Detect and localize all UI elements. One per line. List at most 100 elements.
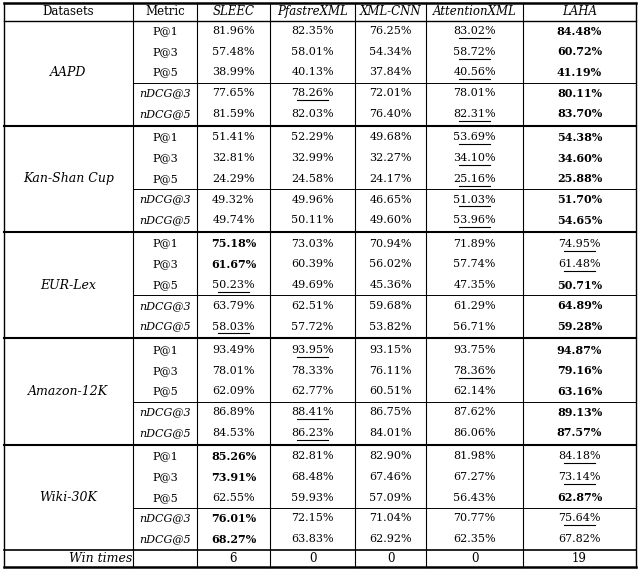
Text: 83.02%: 83.02% [453, 26, 496, 36]
Text: 81.96%: 81.96% [212, 26, 255, 36]
Text: 53.69%: 53.69% [453, 132, 496, 142]
Text: 0: 0 [308, 552, 316, 565]
Text: 71.04%: 71.04% [369, 514, 412, 524]
Text: 57.74%: 57.74% [453, 259, 496, 269]
Text: P@3: P@3 [152, 472, 178, 482]
Text: 25.16%: 25.16% [453, 174, 496, 184]
Text: 76.25%: 76.25% [369, 26, 412, 36]
Text: 54.38%: 54.38% [557, 132, 602, 143]
Text: 72.15%: 72.15% [291, 514, 333, 524]
Text: P@5: P@5 [152, 387, 178, 396]
Text: 58.01%: 58.01% [291, 47, 334, 57]
Text: 89.13%: 89.13% [557, 407, 602, 417]
Text: 76.11%: 76.11% [369, 366, 412, 375]
Text: P@1: P@1 [152, 451, 178, 461]
Text: 52.29%: 52.29% [291, 132, 334, 142]
Text: 67.27%: 67.27% [453, 472, 496, 482]
Text: 32.81%: 32.81% [212, 153, 255, 163]
Text: 54.65%: 54.65% [557, 215, 602, 226]
Text: 32.27%: 32.27% [369, 153, 412, 163]
Text: 63.83%: 63.83% [291, 534, 334, 544]
Text: 50.23%: 50.23% [212, 280, 255, 290]
Text: 57.09%: 57.09% [369, 493, 412, 503]
Text: 78.01%: 78.01% [453, 88, 496, 98]
Text: 93.15%: 93.15% [369, 345, 412, 355]
Text: 6: 6 [230, 552, 237, 565]
Text: 53.96%: 53.96% [453, 215, 496, 225]
Text: 86.23%: 86.23% [291, 428, 334, 438]
Text: 57.72%: 57.72% [291, 322, 333, 332]
Text: 24.17%: 24.17% [369, 174, 412, 184]
Text: 70.94%: 70.94% [369, 238, 412, 249]
Text: 38.99%: 38.99% [212, 68, 255, 78]
Text: 75.18%: 75.18% [211, 238, 256, 249]
Text: SLEEC: SLEEC [212, 5, 255, 18]
Text: Win times: Win times [69, 552, 132, 565]
Text: 67.82%: 67.82% [558, 534, 601, 544]
Text: 59.93%: 59.93% [291, 493, 334, 503]
Text: 62.51%: 62.51% [291, 301, 334, 311]
Text: Metric: Metric [145, 5, 185, 18]
Text: 49.74%: 49.74% [212, 215, 255, 225]
Text: 73.14%: 73.14% [558, 472, 601, 482]
Text: 41.19%: 41.19% [557, 67, 602, 78]
Text: 62.92%: 62.92% [369, 534, 412, 544]
Text: 63.16%: 63.16% [557, 386, 602, 397]
Text: 24.29%: 24.29% [212, 174, 255, 184]
Text: P@3: P@3 [152, 47, 178, 57]
Text: 56.02%: 56.02% [369, 259, 412, 269]
Text: nDCG@5: nDCG@5 [139, 534, 191, 544]
Text: 59.28%: 59.28% [557, 321, 602, 332]
Text: 78.33%: 78.33% [291, 366, 333, 375]
Text: 85.26%: 85.26% [211, 451, 256, 462]
Text: P@1: P@1 [152, 132, 178, 142]
Text: 87.57%: 87.57% [557, 427, 602, 438]
Text: 72.01%: 72.01% [369, 88, 412, 98]
Text: P@3: P@3 [152, 153, 178, 163]
Text: 0: 0 [471, 552, 478, 565]
Text: 56.43%: 56.43% [453, 493, 496, 503]
Text: 93.95%: 93.95% [291, 345, 334, 355]
Text: 49.60%: 49.60% [369, 215, 412, 225]
Text: 49.32%: 49.32% [212, 195, 255, 205]
Text: P@3: P@3 [152, 259, 178, 269]
Text: 82.03%: 82.03% [291, 109, 334, 119]
Text: 24.58%: 24.58% [291, 174, 334, 184]
Text: 62.87%: 62.87% [557, 492, 602, 503]
Text: 94.87%: 94.87% [557, 345, 602, 356]
Text: 87.62%: 87.62% [453, 407, 496, 417]
Text: 75.64%: 75.64% [558, 514, 601, 524]
Text: nDCG@3: nDCG@3 [139, 301, 191, 311]
Text: 76.40%: 76.40% [369, 109, 412, 119]
Text: 73.91%: 73.91% [211, 472, 256, 483]
Text: 58.72%: 58.72% [453, 47, 496, 57]
Text: 82.90%: 82.90% [369, 451, 412, 461]
Text: 64.89%: 64.89% [557, 300, 602, 311]
Text: P@1: P@1 [152, 26, 178, 36]
Text: 86.89%: 86.89% [212, 407, 255, 417]
Text: Kan-Shan Cup: Kan-Shan Cup [23, 173, 114, 185]
Text: P@5: P@5 [152, 174, 178, 184]
Text: 37.84%: 37.84% [369, 68, 412, 78]
Text: 51.70%: 51.70% [557, 194, 602, 205]
Text: 84.01%: 84.01% [369, 428, 412, 438]
Text: Amazon-12K: Amazon-12K [28, 385, 109, 398]
Text: 49.69%: 49.69% [291, 280, 334, 290]
Text: nDCG@5: nDCG@5 [139, 428, 191, 438]
Text: 49.96%: 49.96% [291, 195, 334, 205]
Text: Datasets: Datasets [43, 5, 94, 18]
Text: 62.35%: 62.35% [453, 534, 496, 544]
Text: 47.35%: 47.35% [453, 280, 496, 290]
Text: 0: 0 [387, 552, 394, 565]
Text: 51.03%: 51.03% [453, 195, 496, 205]
Text: 61.67%: 61.67% [211, 259, 256, 270]
Text: 56.71%: 56.71% [453, 322, 496, 332]
Text: 32.99%: 32.99% [291, 153, 334, 163]
Text: 80.11%: 80.11% [557, 87, 602, 99]
Text: 34.10%: 34.10% [453, 153, 496, 163]
Text: nDCG@3: nDCG@3 [139, 407, 191, 417]
Text: AttentionXML: AttentionXML [433, 5, 516, 18]
Text: 68.27%: 68.27% [211, 533, 256, 545]
Text: 51.41%: 51.41% [212, 132, 255, 142]
Text: Wiki-30K: Wiki-30K [40, 491, 97, 504]
